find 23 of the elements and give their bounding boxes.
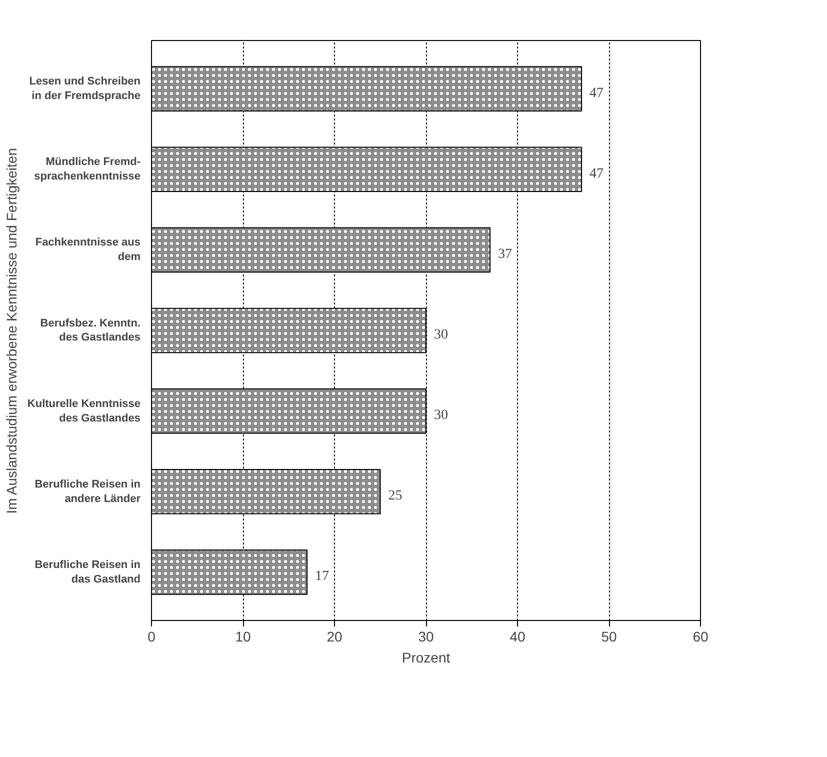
data-label: 37 (498, 246, 512, 262)
x-tick-label: 0 (148, 628, 156, 644)
data-label: 17 (315, 569, 330, 584)
y-tick-label: Berufliche Reisen in andere Länder (34, 478, 142, 505)
x-axis-title: Prozent (402, 650, 450, 666)
data-label: 30 (434, 328, 448, 342)
data-label: 47 (590, 86, 604, 101)
x-tick-label: 50 (601, 628, 617, 644)
y-tick-label: Mündliche Fremd- sprachenkenntnisse (34, 156, 141, 183)
y-tick-label: Lesen und Schreiben in der Fremdsprache (29, 76, 141, 102)
data-label: 30 (434, 408, 448, 424)
x-tick-label: 60 (692, 628, 708, 644)
y-tick-label: Berufsbez. Kenntn. des Gastlandes (40, 317, 141, 344)
data-label: 25 (388, 488, 402, 504)
y-tick-label: Berufliche Reisen in das Gastland (34, 558, 141, 586)
y-tick-label: Fachkenntnisse aus dem (35, 236, 141, 264)
x-tick-label: 20 (326, 628, 342, 644)
y-axis-title: Im Auslandstudium erworbene Kenntnisse und Fertigkeiten (3, 148, 20, 514)
x-tick-label: 10 (235, 628, 251, 644)
y-tick-label: Kulturelle Kenntnisse des Gastlandes (27, 398, 141, 424)
data-label: 47 (590, 166, 604, 182)
x-tick-label: 40 (510, 628, 526, 644)
x-tick-label: 30 (418, 628, 434, 644)
